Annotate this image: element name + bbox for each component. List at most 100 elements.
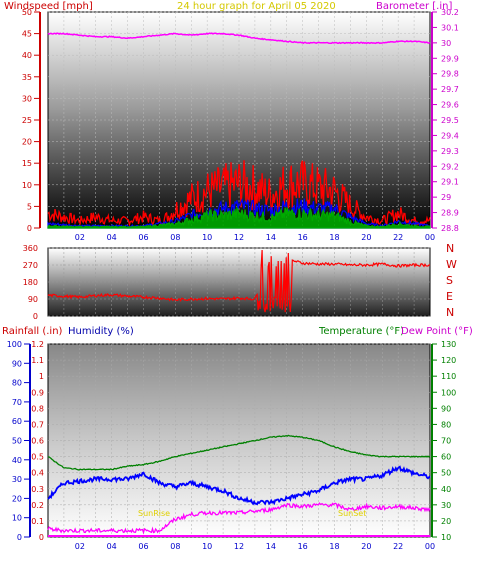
wind-x-tick-label: 02 (75, 233, 85, 242)
wind-tick-label: 10 (22, 181, 32, 190)
temp-tick-label: 20 (441, 517, 451, 526)
baro-tick-label: 29.5 (441, 116, 459, 125)
sunrise-label: SunRise (138, 509, 170, 518)
wind-x-tick-label: 16 (298, 233, 308, 242)
wind-tick-label: 20 (22, 138, 32, 147)
rain-tick-label: 0.2 (31, 501, 44, 510)
baro-tick-label: 29.6 (441, 101, 459, 110)
wind-x-tick-label: 18 (329, 233, 339, 242)
temperature-axis-title: Temperature (°F) (318, 326, 404, 337)
rainfall-axis-title: Rainfall (.in) (2, 326, 63, 337)
humidity-axis-title: Humidity (%) (68, 326, 134, 337)
rain-tick-label: 0.9 (31, 388, 44, 397)
rain-tick-label: 1.1 (31, 356, 44, 365)
temp-tick-label: 130 (441, 340, 456, 349)
temp-tick-label: 40 (441, 485, 451, 494)
humidity-tick-label: 100 (7, 340, 22, 349)
baro-tick-label: 29.3 (441, 147, 459, 156)
humidity-tick-label: 40 (12, 456, 22, 465)
th-x-tick-label: 02 (75, 542, 85, 551)
th-x-tick-label: 00 (425, 542, 435, 551)
dewpoint-axis-title: Dew Point (°F) (401, 326, 473, 337)
wind-x-tick-label: 04 (107, 233, 117, 242)
rain-tick-label: 0.4 (31, 469, 44, 478)
direction-tick-label: 180 (23, 278, 38, 287)
direction-tick-label: 0 (33, 312, 38, 321)
th-x-tick-label: 22 (393, 542, 403, 551)
wind-x-tick-label: 14 (266, 233, 276, 242)
th-x-tick-label: 14 (266, 542, 276, 551)
rain-tick-label: 0.6 (31, 437, 44, 446)
baro-tick-label: 29.8 (441, 70, 459, 79)
th-x-tick-label: 06 (138, 542, 148, 551)
temp-humidity-series (47, 434, 431, 537)
wind-x-tick-label: 22 (393, 233, 403, 242)
wind-series-barometer (47, 32, 431, 45)
wind-tick-label: 45 (22, 30, 32, 39)
humidity-tick-label: 60 (12, 417, 22, 426)
direction-compass-label: E (446, 290, 453, 303)
baro-tick-label: 30.1 (441, 23, 459, 32)
temp-humidity-grid (48, 343, 430, 538)
wind-tick-label: 40 (22, 51, 32, 60)
temp-tick-label: 80 (441, 420, 451, 429)
wind-x-tick-label: 10 (202, 233, 212, 242)
wind-x-tick-label: 12 (234, 233, 244, 242)
humidity-tick-label: 80 (12, 379, 22, 388)
humidity-tick-label: 70 (12, 398, 22, 407)
th-x-tick-label: 18 (329, 542, 339, 551)
sunset-label: SunSet (338, 509, 366, 518)
wind-baro-grid (48, 11, 430, 229)
direction-compass-label: N (446, 242, 454, 255)
direction-series-line (47, 249, 431, 313)
wind-x-tick-label: 00 (425, 233, 435, 242)
direction-compass-label: S (446, 274, 453, 287)
temp-tick-label: 60 (441, 453, 451, 462)
temp-tick-label: 120 (441, 356, 456, 365)
temp-tick-label: 10 (441, 533, 451, 542)
baro-tick-label: 30.2 (441, 8, 459, 17)
wind-axis-title: Windspeed [mph] (4, 1, 93, 12)
direction-compass-label: N (446, 306, 454, 319)
baro-tick-label: 28.8 (441, 224, 459, 233)
th-x-tick-label: 08 (170, 542, 180, 551)
th-x-tick-label: 16 (298, 542, 308, 551)
wind-tick-label: 15 (22, 159, 32, 168)
wind-series-avg (47, 205, 431, 229)
humidity-tick-label: 50 (12, 437, 22, 446)
direction-tick-label: 270 (23, 261, 38, 270)
wind-tick-label: 35 (22, 73, 32, 82)
baro-tick-label: 29.9 (441, 54, 459, 63)
wind-tick-label: 50 (22, 8, 32, 17)
baro-tick-label: 30 (441, 39, 451, 48)
baro-tick-label: 29.2 (441, 162, 459, 171)
th-x-tick-label: 12 (234, 542, 244, 551)
th-x-tick-label: 10 (202, 542, 212, 551)
humidity-tick-label: 20 (12, 494, 22, 503)
wind-tick-label: 0 (27, 224, 32, 233)
direction-tick-label: 90 (28, 295, 38, 304)
temp-tick-label: 110 (441, 372, 456, 381)
rain-tick-label: 0.1 (31, 517, 44, 526)
rain-tick-label: 1.2 (31, 340, 44, 349)
temp-humidity-axes: 0 0.1 0.2 0.3 0.4 0.5 0.6 0.7 0.8 0.9 1 1.1 1.2 0 10 20… (7, 340, 457, 551)
baro-tick-label: 29 (441, 193, 451, 202)
direction-grid (48, 247, 430, 317)
th-x-tick-label: 20 (361, 542, 371, 551)
humidity-tick-label: 10 (12, 514, 22, 523)
direction-compass-label: W (446, 258, 457, 271)
baro-tick-label: 28.9 (441, 209, 459, 218)
baro-tick-label: 29.4 (441, 131, 459, 140)
wind-x-tick-label: 08 (170, 233, 180, 242)
wind-series-gust (47, 160, 431, 228)
temp-tick-label: 30 (441, 501, 451, 510)
barometer-axis-title: Barometer [.in] (376, 1, 452, 12)
humidity-tick-label: 90 (12, 359, 22, 368)
th-x-tick-label: 04 (107, 542, 117, 551)
rain-tick-label: 1 (39, 372, 44, 381)
temp-tick-label: 50 (441, 469, 451, 478)
wind-x-tick-label: 06 (138, 233, 148, 242)
th-series-humidity (47, 465, 431, 506)
baro-tick-label: 29.1 (441, 178, 459, 187)
